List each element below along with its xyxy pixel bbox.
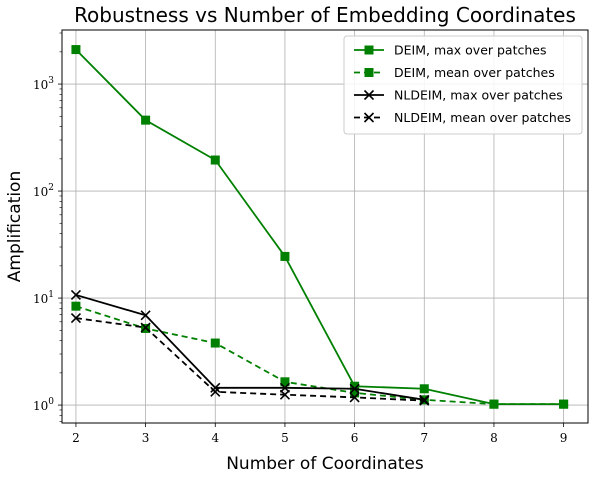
legend-label: DEIM, max over patches [394,43,547,58]
x-tick-label: 5 [281,431,289,445]
y-tick-label: 101 [33,290,54,306]
x-tick-label: 2 [72,431,80,445]
x-tick-label: 7 [420,431,428,445]
data-point [489,400,498,409]
legend-label: NLDEIM, mean over patches [394,110,571,125]
data-point [559,400,568,409]
data-point [141,116,150,125]
legend-marker [365,46,374,55]
legend-label: NLDEIM, max over patches [394,88,563,103]
y-tick-label: 100 [33,397,54,413]
data-point [71,45,80,54]
x-tick-label: 6 [351,431,359,445]
legend-marker [365,68,374,77]
data-point [420,384,429,393]
x-tick-label: 9 [560,431,568,445]
legend-label: DEIM, mean over patches [394,65,555,80]
y-tick-label: 103 [33,76,54,92]
x-tick-label: 4 [211,431,219,445]
x-axis-label: Number of Coordinates [226,454,424,474]
y-axis-label: Amplification [5,171,25,282]
series-line [76,295,424,400]
chart-title: Robustness vs Number of Embedding Coordi… [74,3,576,27]
y-tick-label: 102 [33,183,54,199]
data-point [71,302,80,311]
data-point [211,339,220,348]
x-tick-label: 8 [490,431,498,445]
data-point [280,252,289,261]
data-point [211,156,220,165]
x-tick-label: 3 [142,431,150,445]
legend: DEIM, max over patches DEIM, mean over pa… [344,36,582,134]
